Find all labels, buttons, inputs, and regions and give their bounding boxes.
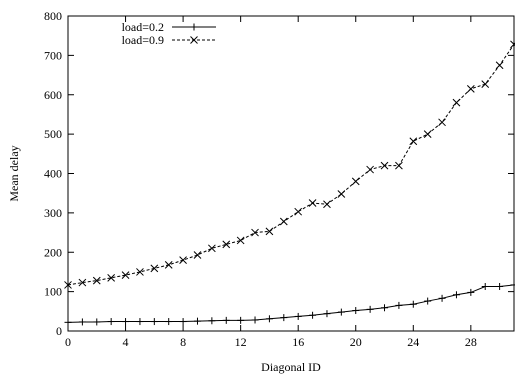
data-point	[352, 307, 360, 315]
x-tick-label: 16	[292, 335, 304, 349]
data-point	[323, 200, 331, 209]
y-tick-label: 400	[44, 167, 62, 181]
legend-item: load=0.9	[122, 33, 216, 47]
data-point	[251, 316, 259, 324]
data-point	[467, 288, 475, 296]
data-point	[337, 190, 346, 198]
data-point	[395, 301, 403, 309]
data-point	[150, 264, 159, 273]
data-point	[309, 311, 317, 319]
data-point	[279, 217, 288, 226]
data-point	[93, 318, 101, 326]
data-point	[496, 283, 504, 291]
data-point	[380, 161, 389, 170]
data-point	[92, 276, 101, 285]
data-point	[351, 177, 360, 186]
data-point	[409, 300, 417, 308]
data-point	[208, 317, 216, 325]
data-point	[265, 227, 274, 236]
series-load-0-9	[64, 40, 515, 289]
data-point	[424, 297, 432, 305]
data-point	[409, 137, 418, 146]
data-point	[452, 291, 460, 299]
data-point	[164, 260, 173, 269]
y-tick-label: 200	[44, 245, 62, 259]
data-point	[64, 281, 72, 289]
x-tick-label: 28	[465, 335, 477, 349]
data-point	[265, 315, 273, 323]
data-point	[78, 278, 87, 287]
plot-area-frame	[67, 15, 515, 332]
y-tick-label: 0	[56, 324, 62, 338]
data-point	[395, 161, 403, 170]
data-point	[466, 84, 475, 93]
data-point	[251, 228, 259, 237]
data-point	[121, 271, 130, 279]
data-point	[438, 294, 446, 302]
data-point	[481, 80, 490, 88]
data-point	[107, 318, 115, 326]
data-point	[308, 199, 317, 207]
data-point	[208, 244, 216, 253]
data-point	[366, 305, 374, 313]
legend-label: load=0.9	[122, 33, 164, 47]
x-tick-label: 12	[235, 335, 247, 349]
data-point	[136, 268, 144, 276]
data-point	[510, 40, 515, 49]
data-point	[237, 316, 245, 324]
data-point	[165, 318, 173, 326]
x-tick-label: 0	[65, 335, 71, 349]
data-point	[190, 36, 198, 44]
series-line	[67, 44, 515, 286]
data-point	[193, 317, 201, 325]
data-point	[294, 207, 303, 216]
data-point	[366, 165, 374, 174]
data-point	[136, 318, 144, 326]
legend-item: load=0.2	[122, 20, 216, 34]
y-tick-label: 500	[44, 127, 62, 141]
data-point	[381, 304, 389, 312]
series-line	[67, 284, 515, 323]
data-point	[236, 236, 245, 245]
data-point	[280, 314, 288, 322]
series-load-0-2	[64, 281, 515, 326]
y-axis-label: Mean delay	[7, 145, 21, 201]
y-tick-label: 600	[44, 88, 62, 102]
y-tick-label: 800	[44, 9, 62, 23]
data-point	[510, 281, 515, 289]
legend-label: load=0.2	[122, 20, 164, 34]
data-point	[495, 61, 504, 70]
data-point	[337, 308, 345, 316]
data-point	[78, 318, 86, 326]
data-point	[64, 318, 72, 326]
data-point	[222, 316, 230, 324]
x-axis-label: Diagonal ID	[261, 360, 321, 374]
data-point	[222, 240, 231, 249]
y-tick-label: 100	[44, 285, 62, 299]
data-point	[481, 283, 489, 291]
x-tick-label: 20	[350, 335, 362, 349]
data-point	[438, 118, 446, 127]
data-point	[423, 130, 432, 138]
x-tick-label: 24	[407, 335, 419, 349]
data-point	[179, 318, 187, 326]
data-point	[323, 310, 331, 318]
data-point	[179, 256, 187, 264]
y-tick-label: 300	[44, 206, 62, 220]
x-tick-label: 8	[180, 335, 186, 349]
x-tick-label: 4	[123, 335, 129, 349]
data-point	[122, 318, 130, 326]
data-point	[452, 98, 461, 107]
y-tick-label: 700	[44, 48, 62, 62]
data-point	[107, 273, 116, 282]
data-point	[193, 251, 202, 259]
data-point	[150, 318, 158, 326]
data-point	[190, 23, 198, 31]
data-point	[294, 312, 302, 320]
